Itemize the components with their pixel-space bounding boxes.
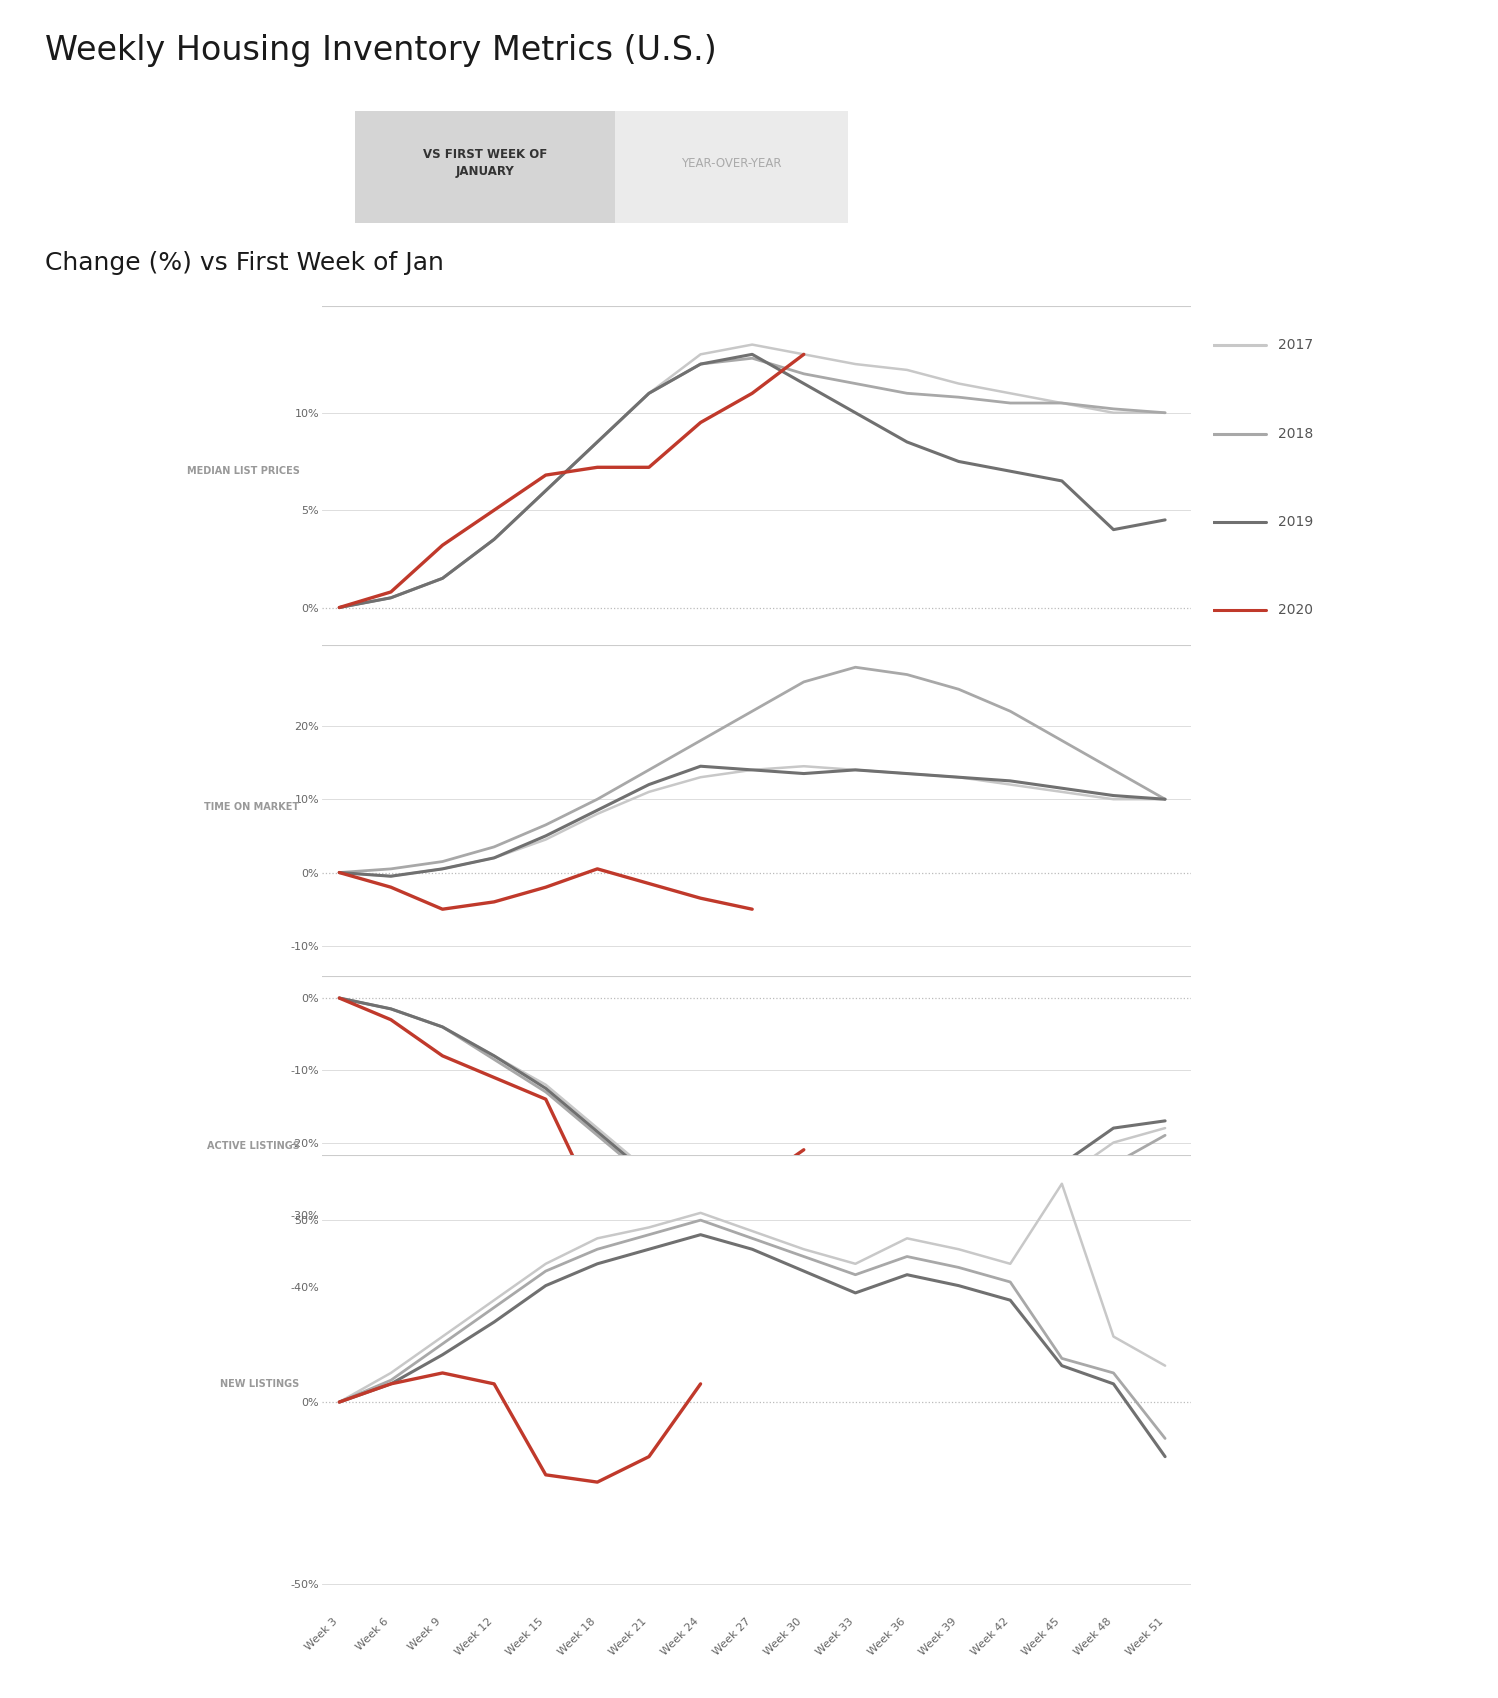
Bar	[616, 110, 848, 222]
Text: Change (%) vs First Week of Jan: Change (%) vs First Week of Jan	[45, 251, 443, 275]
Text: YEAR-OVER-YEAR: YEAR-OVER-YEAR	[682, 156, 782, 170]
Text: 2019: 2019	[1278, 514, 1314, 530]
Text: MEDIAN LIST PRICES: MEDIAN LIST PRICES	[187, 467, 300, 475]
Text: ACTIVE LISTINGS: ACTIVE LISTINGS	[207, 1141, 300, 1151]
Text: 2020: 2020	[1278, 603, 1314, 618]
Bar	[355, 110, 616, 222]
Text: 2017: 2017	[1278, 338, 1314, 353]
Text: Weekly Housing Inventory Metrics (U.S.): Weekly Housing Inventory Metrics (U.S.)	[45, 34, 716, 68]
Text: VS FIRST WEEK OF
JANUARY: VS FIRST WEEK OF JANUARY	[422, 148, 547, 178]
Text: 2018: 2018	[1278, 426, 1314, 441]
Text: TIME ON MARKET: TIME ON MARKET	[204, 801, 300, 812]
Text: NEW LISTINGS: NEW LISTINGS	[220, 1379, 300, 1389]
